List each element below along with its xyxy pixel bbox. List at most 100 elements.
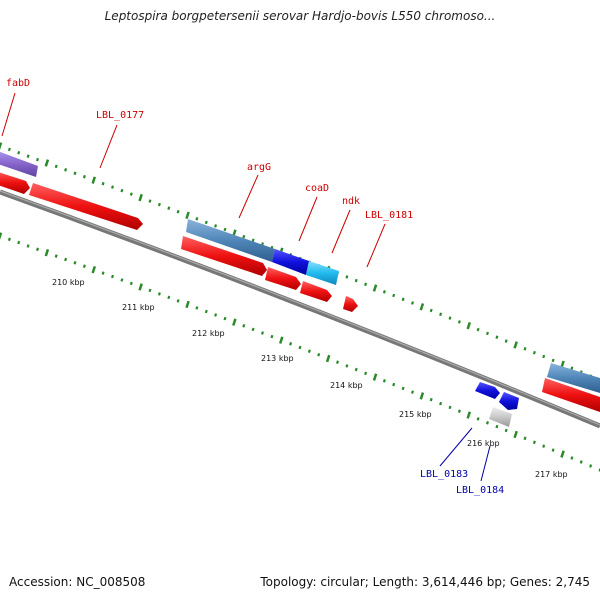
- upper-minor-tick: [176, 209, 180, 214]
- upper-minor-tick: [401, 297, 405, 302]
- gene-red-ndk[interactable]: [300, 281, 332, 302]
- lower-minor-tick: [382, 379, 386, 383]
- lower-major-tick: [0, 232, 3, 240]
- upper-minor-tick: [532, 350, 536, 355]
- upper-minor-tick: [17, 151, 21, 155]
- label-LBL-0184: LBL_0184: [456, 485, 504, 496]
- lower-minor-tick: [410, 390, 415, 394]
- upper-major-tick: [372, 284, 378, 292]
- lower-minor-tick: [110, 274, 115, 279]
- gene-argG-region[interactable]: [186, 219, 275, 262]
- upper-minor-tick: [214, 224, 218, 228]
- label-leaders: [1, 92, 491, 482]
- upper-major-tick: [419, 303, 425, 311]
- upper-minor-tick: [551, 358, 555, 363]
- upper-minor-tick: [64, 168, 68, 172]
- lower-minor-tick: [457, 409, 461, 413]
- upper-tick-track: [0, 142, 600, 382]
- lower-minor-tick: [260, 331, 265, 335]
- accession-text: Accession: NC_008508: [9, 575, 146, 589]
- upper-minor-tick: [382, 290, 386, 294]
- lower-minor-tick: [429, 397, 433, 402]
- lower-minor-tick: [223, 316, 227, 321]
- upper-minor-tick: [120, 188, 124, 193]
- upper-minor-tick: [26, 154, 30, 158]
- lower-minor-tick: [54, 254, 58, 258]
- lower-major-tick: [372, 373, 378, 381]
- lower-minor-tick: [82, 264, 86, 268]
- gene-ndk-cyan[interactable]: [306, 261, 339, 285]
- topology-summary: Topology: circular; Length: 3,614,446 bp…: [260, 575, 590, 589]
- upper-minor-tick: [195, 217, 199, 221]
- lower-minor-tick: [73, 261, 77, 265]
- lower-minor-tick: [167, 295, 171, 300]
- upper-minor-tick: [101, 181, 105, 186]
- upper-minor-tick: [392, 293, 396, 298]
- upper-minor-tick: [570, 366, 574, 370]
- lower-minor-tick: [495, 424, 499, 429]
- lower-minor-tick: [542, 444, 546, 448]
- upper-minor-tick: [73, 171, 77, 176]
- lower-minor-tick: [35, 247, 40, 252]
- upper-minor-tick: [35, 157, 40, 162]
- lower-minor-tick: [298, 345, 302, 350]
- label-LBL-0177: LBL_0177: [96, 110, 144, 121]
- lower-major-tick: [513, 430, 518, 439]
- upper-minor-tick: [345, 275, 349, 279]
- lower-tick-track: [0, 232, 600, 472]
- upper-major-tick: [138, 193, 143, 202]
- upper-minor-tick: [54, 164, 58, 169]
- upper-major-tick: [513, 341, 518, 349]
- lower-minor-tick: [570, 456, 574, 460]
- gene-red-LBL-0181[interactable]: [343, 296, 358, 312]
- upper-minor-tick: [251, 238, 255, 243]
- gene-blue-small[interactable]: [499, 392, 519, 410]
- gene-LBL-0184[interactable]: [489, 407, 512, 427]
- upper-minor-tick: [504, 339, 508, 343]
- lower-minor-tick: [101, 271, 105, 275]
- lower-minor-tick: [448, 405, 452, 410]
- upper-minor-tick: [82, 174, 86, 179]
- gene-right-steel[interactable]: [547, 363, 600, 393]
- lower-minor-tick: [354, 367, 358, 372]
- lower-minor-tick: [214, 313, 218, 317]
- gene-red-left[interactable]: [0, 171, 30, 194]
- lower-minor-tick: [176, 299, 180, 303]
- gene-LBL-0177[interactable]: [29, 183, 143, 230]
- gene-fabD[interactable]: [0, 150, 38, 177]
- kbp-label-213: 213 kbp: [261, 354, 294, 363]
- lower-minor-tick: [476, 417, 480, 421]
- lower-minor-tick: [195, 306, 199, 310]
- lower-major-tick: [185, 300, 190, 309]
- lower-minor-tick: [504, 428, 508, 433]
- lower-minor-tick: [551, 448, 555, 452]
- lower-minor-tick: [289, 342, 293, 346]
- upper-major-tick: [560, 360, 565, 369]
- lower-major-tick: [91, 265, 97, 274]
- upper-minor-tick: [429, 308, 433, 313]
- gene-red-right[interactable]: [542, 378, 600, 412]
- lower-minor-tick: [26, 244, 30, 248]
- lower-minor-tick: [532, 440, 536, 445]
- lower-minor-tick: [148, 288, 152, 293]
- upper-major-tick: [0, 142, 3, 150]
- upper-minor-tick: [364, 282, 368, 287]
- lower-minor-tick: [242, 324, 246, 328]
- lower-major-tick: [466, 411, 472, 419]
- lower-minor-tick: [270, 334, 274, 339]
- gene-red-coaD[interactable]: [265, 267, 301, 290]
- gene-LBL-0183[interactable]: [475, 382, 500, 399]
- map-title: Leptospira borgpetersenii serovar Hardjo…: [104, 9, 496, 23]
- upper-major-tick: [91, 176, 97, 184]
- upper-minor-tick: [542, 354, 546, 359]
- gene-red-argG[interactable]: [181, 236, 267, 276]
- lower-major-tick: [278, 336, 284, 344]
- gene-coaD-blue[interactable]: [272, 249, 309, 275]
- lower-minor-tick: [523, 436, 527, 441]
- lower-minor-tick: [439, 401, 443, 406]
- lower-major-tick: [325, 354, 331, 363]
- upper-minor-tick: [523, 347, 527, 351]
- label-fabD: fabD: [6, 78, 30, 89]
- kbp-label-211: 211 kbp: [122, 303, 155, 312]
